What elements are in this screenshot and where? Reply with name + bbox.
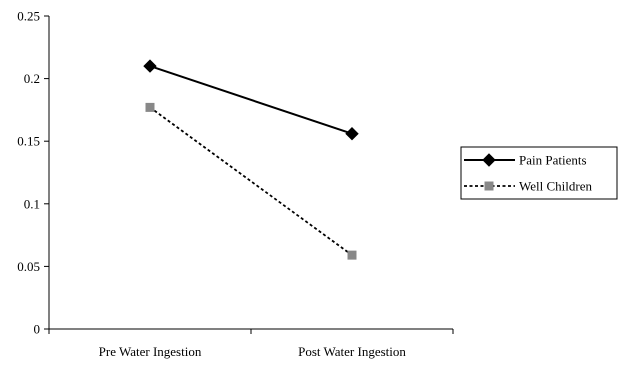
- y-tick-label: 0.1: [24, 196, 40, 211]
- y-tick-label: 0.25: [17, 9, 40, 24]
- data-point-1-0: [145, 102, 155, 112]
- legend-label-1: Well Children: [519, 179, 592, 194]
- x-tick-label: Post Water Ingestion: [298, 344, 406, 359]
- series-lines: [149, 65, 353, 256]
- axes: 0 0.05 0.1 0.15 0.2 0.25 Pre Water Ingestion Po…: [17, 9, 454, 359]
- legend-marker-0: [482, 153, 496, 167]
- y-tick-label: 0: [34, 322, 41, 337]
- series-line-0: [149, 65, 353, 135]
- data-point-1-1: [347, 250, 357, 260]
- y-tick-label: 0.05: [17, 259, 40, 274]
- series-line-1: [149, 106, 353, 256]
- data-point-0-1: [345, 126, 359, 141]
- x-tick-label: Pre Water Ingestion: [99, 344, 202, 359]
- y-tick-label: 0.2: [24, 71, 40, 86]
- legend: Pain Patients Well Children: [460, 146, 618, 200]
- legend-label-0: Pain Patients: [519, 153, 587, 168]
- y-tick-label: 0.15: [17, 134, 40, 149]
- series-markers: [143, 59, 359, 260]
- data-point-0-0: [143, 59, 157, 73]
- legend-marker-1: [484, 181, 494, 191]
